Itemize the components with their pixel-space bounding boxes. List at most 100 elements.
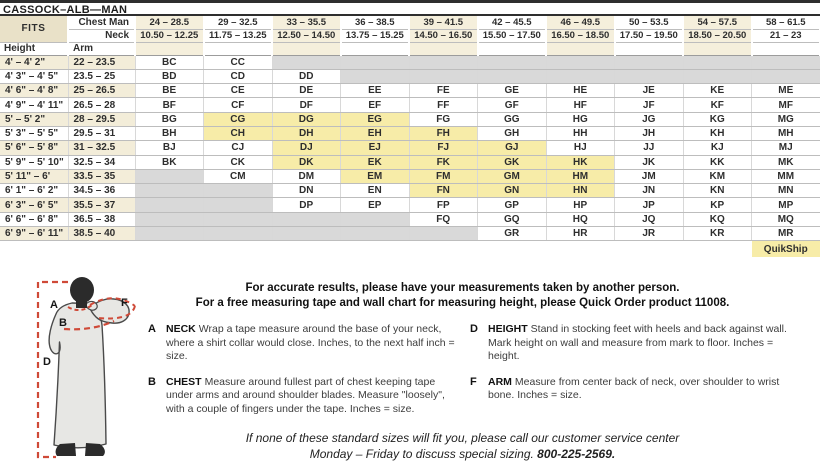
size-code-cell: GJ — [477, 140, 547, 156]
size-code-cell: HE — [546, 83, 615, 99]
size-code-cell: KG — [683, 112, 752, 127]
size-code-cell: BF — [135, 97, 204, 113]
height-label: Height — [0, 42, 69, 56]
arm-measure-line-return — [97, 305, 136, 320]
size-table-body: 4' – 4' 2" 22 – 23.5 BC CC 4' 3" – 4' 5" 23.5… — [0, 55, 820, 257]
size-code-cell: CK — [203, 155, 273, 170]
size-code-cell: MH — [751, 126, 820, 142]
height-cell: 4' – 4' 2" — [0, 55, 69, 70]
size-code-cell: EG — [340, 112, 410, 127]
size-code-cell: EN — [340, 183, 410, 199]
size-code-cell: FK — [409, 155, 478, 170]
unavailable-cell — [477, 55, 547, 70]
height-cell: 6' 9" – 6' 11" — [0, 226, 69, 242]
unavailable-cell — [546, 69, 615, 85]
size-code-cell: MP — [751, 197, 820, 213]
unavailable-cell — [135, 226, 204, 242]
size-code-cell: MG — [751, 112, 820, 127]
size-code-cell: MJ — [751, 140, 820, 156]
height-measure-line — [36, 280, 68, 459]
unavailable-cell — [272, 226, 341, 242]
footer-line-2: Monday – Friday to discuss special sizin… — [135, 447, 790, 463]
size-code-cell: DK — [272, 155, 341, 170]
size-code-cell: KQ — [683, 212, 752, 228]
fits-label: FITS — [0, 16, 69, 43]
height-cell: 4' 6" – 4' 8" — [0, 83, 69, 99]
size-code-cell: DG — [272, 112, 341, 127]
size-code-cell: JE — [614, 83, 684, 99]
size-code-cell: MF — [751, 97, 820, 113]
instruction-item: B CHEST Measure around fullest part of che… — [148, 376, 456, 417]
neck-range-cell: 14.50 – 16.50 — [409, 29, 479, 43]
unavailable-cell — [340, 55, 410, 70]
size-code-cell: HN — [546, 183, 615, 199]
cassock-figure: A B D F — [36, 277, 136, 459]
size-code-cell: HR — [546, 226, 615, 242]
neck-range-cell: 17.50 – 19.50 — [614, 29, 684, 43]
size-code-cell: KM — [683, 169, 752, 185]
size-code-cell: KJ — [683, 140, 752, 156]
unavailable-cell — [614, 55, 684, 70]
size-code-cell: EH — [340, 126, 410, 142]
instruction-text: ARM Measure from center back of neck, ove… — [488, 375, 780, 402]
chest-measure-line — [63, 319, 115, 331]
chest-range-cell: 29 – 32.5 — [203, 16, 273, 30]
unavailable-cell — [477, 69, 547, 85]
chest-header-row: FITS Chest Man 24 – 28.5 29 – 32.5 33 – 35… — [0, 16, 820, 43]
unavailable-cell — [683, 69, 752, 85]
left-shoe — [55, 443, 76, 456]
arm-cell: 35.5 – 37 — [68, 197, 136, 213]
size-code-cell: KF — [683, 97, 752, 113]
footer-line-1: If none of these standard sizes will fit… — [245, 431, 680, 445]
unavailable-cell — [203, 226, 273, 242]
size-code-cell: DP — [272, 197, 341, 213]
height-cell: 5' 11" – 6' — [0, 169, 69, 185]
size-code-cell: FQ — [409, 212, 478, 228]
size-code-cell: DH — [272, 126, 341, 142]
unavailable-cell — [340, 212, 410, 228]
footer-line-2-text: Monday – Friday to discuss special sizin… — [309, 446, 538, 461]
measure-label-d: D — [43, 356, 51, 368]
instruction-item: A NECK Wrap a tape measure around the base… — [148, 323, 456, 364]
size-code-cell: DF — [272, 97, 341, 113]
size-code-cell: BE — [135, 83, 204, 99]
arm-cell: 28 – 29.5 — [68, 112, 136, 127]
spacer-cell — [0, 240, 752, 257]
instruction-text: HEIGHT Stand in stocking feet with heels … — [488, 323, 787, 362]
page-title: CASSOCK–ALB—MAN — [0, 0, 820, 16]
arm-cell: 25 – 26.5 — [68, 83, 136, 99]
instruction-keyword: ARM — [488, 375, 512, 388]
instruction-keyword: CHEST — [166, 375, 202, 388]
arm-cell: 32.5 – 34 — [68, 155, 136, 170]
unavailable-cell — [614, 69, 684, 85]
size-row: 6' 3" – 6' 5" 35.5 – 37 DP EP FP GP HP JP KP MP — [0, 197, 820, 213]
size-code-cell: EM — [340, 169, 410, 185]
footer-note: If none of these standard sizes will fit… — [135, 431, 790, 462]
size-row: 4' 6" – 4' 8" 25 – 26.5 BE CE DE EE FE GE HE JE KE… — [0, 83, 820, 99]
size-code-cell: MK — [751, 155, 820, 170]
unavailable-cell — [135, 212, 204, 228]
size-row: 5' 11" – 6' 33.5 – 35 CM DM EM FM GM HM JM KM MM — [0, 169, 820, 185]
size-code-cell: JM — [614, 169, 684, 185]
size-code-cell: GG — [477, 112, 547, 127]
height-cell: 5' 3" – 5' 5" — [0, 126, 69, 142]
neck-measure-line — [67, 304, 93, 311]
arm-cell: 26.5 – 28 — [68, 97, 136, 113]
neck-range-cell: 21 – 23 — [751, 29, 820, 43]
height-cell: 6' 1" – 6' 2" — [0, 183, 69, 199]
chest-range-cell: 24 – 28.5 — [135, 16, 205, 30]
quikship-row: QuikShip — [0, 240, 820, 257]
robe-silhouette — [48, 302, 107, 449]
size-row: 4' 9" – 4' 11" 26.5 – 28 BF CF DF EF FF GF HF JF K… — [0, 97, 820, 113]
unavailable-cell — [683, 55, 752, 70]
size-code-cell: MQ — [751, 212, 820, 228]
unavailable-cell — [272, 55, 341, 70]
header-stripe-cell — [751, 42, 820, 56]
neck-label: Neck — [68, 29, 136, 43]
size-code-cell: JP — [614, 197, 684, 213]
size-code-cell: JH — [614, 126, 684, 142]
size-row: 5' 9" – 5' 10" 32.5 – 34 BK CK DK EK FK GK HK JK K… — [0, 155, 820, 170]
size-code-cell: EK — [340, 155, 410, 170]
header-stripe-cell — [546, 42, 616, 56]
head — [70, 277, 94, 303]
